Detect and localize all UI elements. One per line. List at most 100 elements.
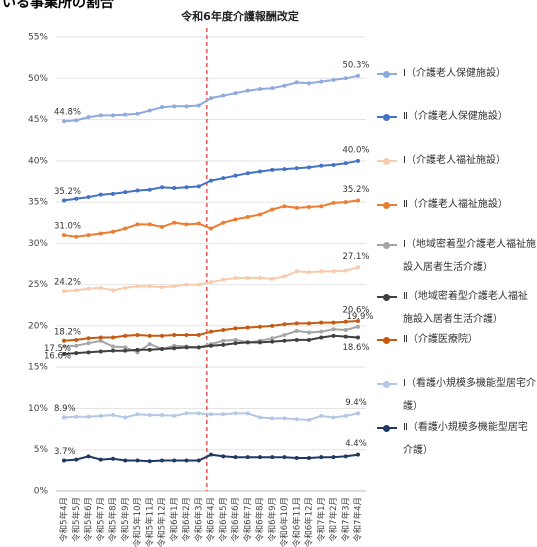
- x-tick-label: 令和7年4月: [353, 497, 364, 542]
- data-point: [258, 340, 262, 345]
- data-point: [147, 222, 152, 227]
- data-point: [356, 265, 360, 270]
- data-point: [331, 77, 336, 82]
- data-point: [343, 76, 348, 81]
- x-tick-label: 令和7年1月: [316, 497, 327, 542]
- y-tick-label: 50%: [28, 74, 48, 84]
- data-point: [111, 348, 115, 353]
- data-point: [86, 195, 91, 200]
- data-point: [98, 349, 103, 354]
- legend-swatch: [377, 193, 397, 216]
- data-point: [270, 339, 275, 344]
- data-point: [86, 414, 91, 419]
- data-point: [74, 118, 79, 123]
- data-point: [282, 167, 287, 172]
- legend-swatch: [377, 416, 397, 439]
- data-point: [233, 91, 238, 96]
- data-point: [196, 332, 201, 337]
- data-point: [62, 351, 66, 356]
- data-point: [111, 191, 115, 196]
- legend-label: Ⅱ（地域密着型介護老人福祉施設入居者生活介護）: [403, 291, 528, 325]
- data-point: [294, 337, 299, 342]
- data-point: [307, 337, 311, 342]
- data-point: [135, 111, 140, 116]
- data-point: [98, 457, 103, 462]
- data-label: 17.5%: [44, 344, 71, 354]
- data-point: [221, 93, 226, 98]
- data-point: [319, 204, 324, 209]
- data-point: [123, 415, 128, 420]
- data-point: [74, 288, 79, 293]
- data-point: [258, 324, 262, 329]
- x-tick-label: 令和6年7月: [242, 497, 253, 542]
- data-point: [221, 342, 226, 347]
- data-point: [258, 212, 262, 217]
- data-label: 40.0%: [342, 145, 369, 155]
- data-point: [319, 455, 324, 460]
- data-point: [356, 158, 360, 163]
- data-point: [147, 284, 152, 289]
- data-point: [123, 348, 128, 353]
- data-point: [74, 343, 79, 348]
- data-point: [111, 288, 115, 293]
- y-tick-label: 35%: [28, 198, 48, 208]
- legend-label: Ⅱ（介護老人福祉施設）: [403, 199, 508, 210]
- data-point: [98, 338, 103, 343]
- data-point: [356, 335, 360, 340]
- data-point: [343, 328, 348, 333]
- data-point: [172, 186, 177, 191]
- y-tick-label: 40%: [28, 156, 48, 166]
- data-label: 16.6%: [44, 351, 71, 361]
- data-point: [319, 413, 324, 418]
- y-tick-label: 0%: [34, 487, 49, 497]
- series-line: [63, 199, 359, 238]
- data-point: [160, 285, 164, 290]
- data-point: [86, 233, 91, 238]
- data-label: 50.3%: [342, 60, 369, 70]
- data-point: [160, 224, 164, 229]
- data-label: 20.6%: [342, 305, 369, 315]
- data-point: [221, 454, 226, 459]
- data-point: [86, 454, 91, 459]
- data-point: [98, 285, 103, 290]
- data-point: [221, 277, 226, 282]
- data-point: [343, 334, 348, 339]
- data-point: [184, 282, 189, 287]
- data-point: [282, 338, 287, 343]
- data-point: [172, 346, 177, 351]
- x-tick-label: 令和6年11月: [291, 497, 302, 547]
- data-point: [123, 458, 128, 463]
- data-point: [123, 112, 128, 117]
- data-point: [209, 178, 213, 183]
- x-tick-label: 令和5年9月: [120, 497, 131, 542]
- data-point: [270, 167, 275, 172]
- data-point: [111, 335, 115, 340]
- data-point: [221, 328, 226, 333]
- x-tick-label: 令和6年10月: [279, 497, 290, 547]
- data-point: [111, 113, 115, 118]
- data-point: [111, 413, 115, 418]
- data-point: [356, 324, 360, 329]
- data-point: [307, 418, 311, 423]
- data-point: [270, 323, 275, 328]
- data-point: [86, 115, 91, 120]
- legend-item: Ⅰ（介護老人保健施設）: [377, 62, 537, 85]
- data-point: [209, 343, 213, 348]
- data-point: [270, 207, 275, 212]
- data-point: [245, 325, 250, 330]
- data-point: [160, 333, 164, 338]
- data-label: 18.2%: [54, 327, 81, 337]
- legend-label: Ⅰ（介護老人保健施設）: [403, 68, 506, 79]
- data-label: 35.2%: [54, 187, 81, 197]
- data-point: [294, 269, 299, 274]
- data-point: [307, 165, 311, 170]
- x-tick-label: 令和6年1月: [169, 497, 180, 542]
- y-tick-label: 30%: [28, 239, 48, 249]
- data-point: [270, 416, 275, 421]
- data-label: 44.8%: [54, 108, 81, 118]
- data-point: [172, 104, 177, 109]
- data-point: [62, 338, 66, 343]
- data-label: 8.9%: [54, 404, 76, 414]
- data-point: [172, 220, 177, 225]
- data-point: [294, 328, 299, 333]
